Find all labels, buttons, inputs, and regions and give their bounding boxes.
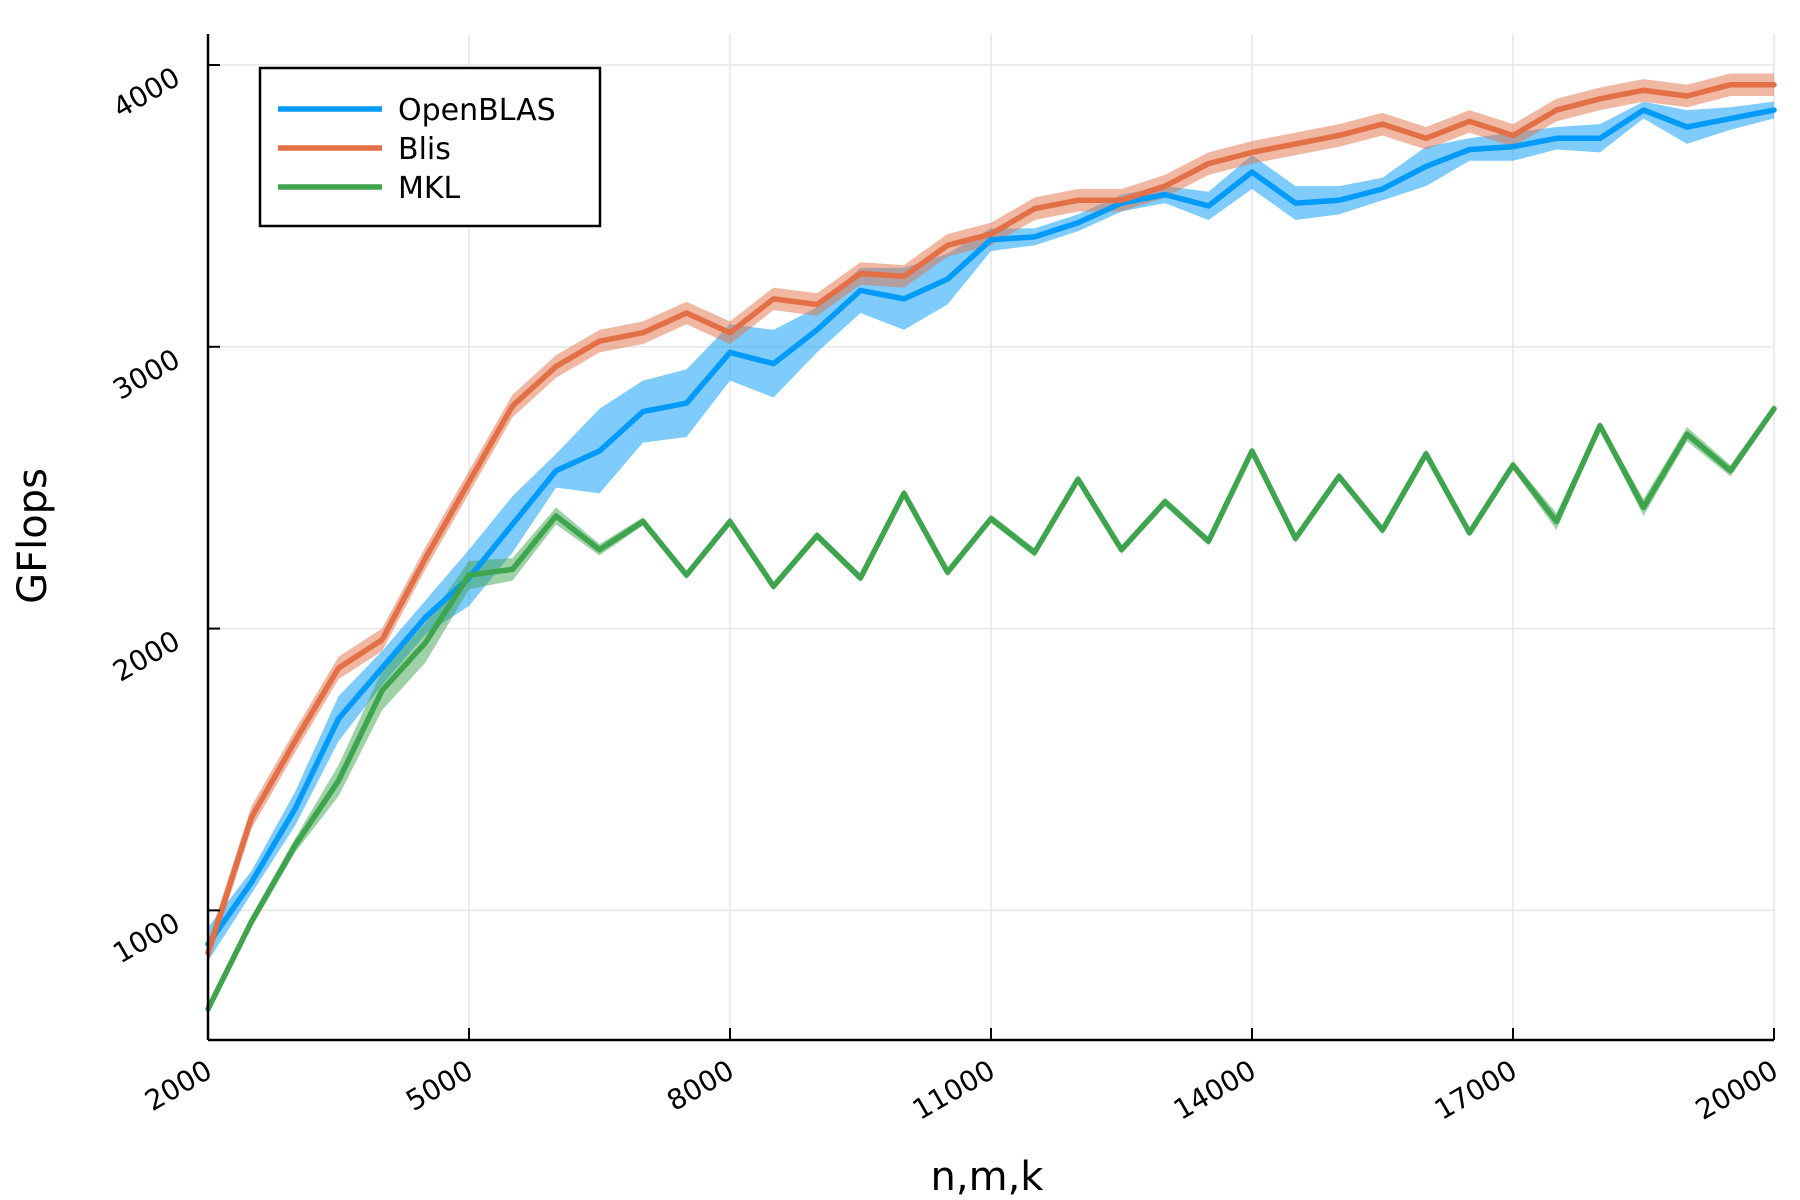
confidence-bands (208, 73, 1774, 1014)
x-tick-label-5: 17000 (1429, 1053, 1523, 1126)
y-tick-label-1: 2000 (107, 624, 185, 688)
x-tick-label-6: 20000 (1690, 1053, 1784, 1126)
y-tick-label-3: 4000 (107, 60, 185, 124)
y-axis-title: GFlops (10, 468, 56, 604)
blis-line (205, 81, 1777, 956)
x-tick-label-1: 5000 (400, 1053, 478, 1117)
mkl-line (205, 406, 1777, 1012)
y-tick-label-0: 1000 (107, 906, 185, 970)
x-axis-title: n,m,k (931, 1154, 1045, 1200)
legend: OpenBLAS Blis MKL (258, 66, 602, 228)
y-tick-label-2: 3000 (107, 342, 185, 406)
legend-label-mkl: MKL (398, 171, 461, 206)
openblas-band (208, 101, 1774, 962)
series-lines (205, 81, 1777, 1012)
legend-label-openblas: OpenBLAS (398, 93, 556, 128)
x-tick-label-3: 11000 (907, 1053, 1001, 1126)
x-tick-label-0: 2000 (139, 1053, 217, 1117)
x-tick-label-4: 14000 (1168, 1053, 1262, 1126)
x-tick-label-2: 8000 (661, 1053, 739, 1117)
legend-label-blis: Blis (398, 132, 451, 167)
